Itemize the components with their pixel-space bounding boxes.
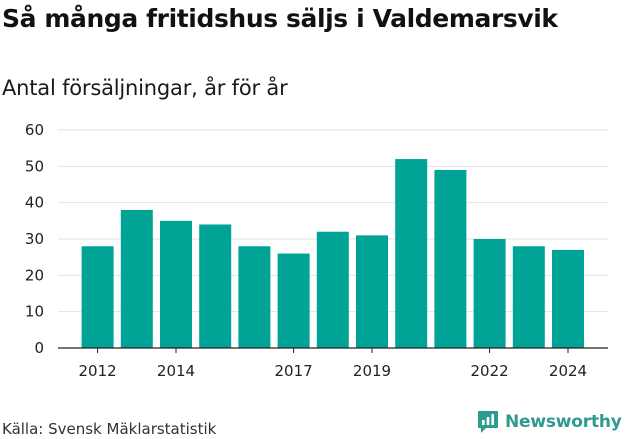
- bar-2020: [395, 159, 428, 348]
- x-tick-label: 2019: [353, 362, 391, 380]
- bar-2024: [552, 249, 584, 348]
- y-tick-label: 10: [25, 303, 44, 321]
- y-tick-label: 0: [34, 339, 44, 357]
- y-tick-label: 60: [25, 121, 44, 139]
- brand-name: Newsworthy: [505, 412, 622, 432]
- x-tick-label: 2012: [79, 362, 117, 380]
- x-tick-label: 2022: [471, 362, 509, 380]
- axes: [58, 347, 608, 353]
- y-tick-label: 30: [25, 230, 44, 248]
- chart-subtitle: Antal försäljningar, år för år: [2, 76, 288, 100]
- y-tick-label: 50: [25, 157, 44, 175]
- y-tick-labels: 0 10 20 30 40 50 60: [25, 121, 44, 357]
- bar-2018: [316, 231, 349, 348]
- bar-2022: [473, 239, 506, 348]
- x-tick-labels: 2012 2014 2017 2019 2022 2024: [79, 362, 588, 380]
- bar-2021: [434, 169, 467, 348]
- bar-2014: [160, 220, 192, 348]
- x-tick-label: 2024: [549, 362, 587, 380]
- bar-2012: [81, 246, 114, 348]
- brand-logo: Newsworthy: [477, 408, 622, 436]
- y-tick-label: 40: [25, 194, 44, 212]
- source-note: Källa: Svensk Mäklarstatistik: [2, 420, 217, 438]
- x-tick-label: 2017: [275, 362, 313, 380]
- bar-2013: [120, 209, 153, 348]
- bars: [81, 159, 584, 348]
- bar-2015: [199, 224, 232, 348]
- bar-2017: [277, 253, 310, 348]
- x-tick-label: 2014: [157, 362, 195, 380]
- y-tick-label: 20: [25, 266, 44, 284]
- newsworthy-logo-icon: [478, 411, 498, 433]
- bar-2023: [512, 246, 545, 348]
- chart-title: Så många fritidshus säljs i Valdemarsvik: [2, 4, 558, 33]
- bar-2019: [356, 235, 388, 348]
- bar-2016: [238, 246, 271, 348]
